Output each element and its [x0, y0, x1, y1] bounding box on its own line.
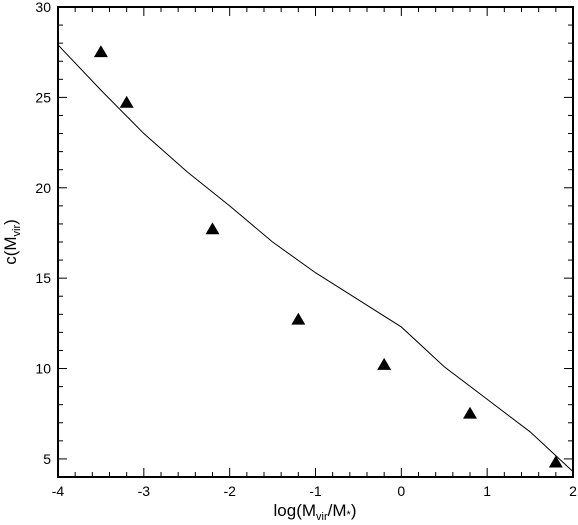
x-tick-label: 0 — [397, 483, 405, 499]
y-axis-label: c(Mvir) — [1, 219, 23, 265]
x-axis-label: log(Mvir/M*) — [274, 501, 357, 523]
x-tick-label: 1 — [483, 483, 491, 499]
y-tick-label: 10 — [35, 361, 51, 377]
x-tick-label: -4 — [52, 483, 65, 499]
data-point-triangle — [119, 95, 134, 108]
data-point-triangle — [377, 357, 392, 370]
data-point-triangle — [291, 312, 306, 325]
y-tick-label: 25 — [35, 89, 51, 105]
x-tick-label: -3 — [138, 483, 151, 499]
data-point-triangle — [205, 222, 220, 235]
x-tick-label: 2 — [569, 483, 577, 499]
axis-ticks — [57, 6, 574, 478]
fit-curve — [57, 44, 574, 472]
data-point-triangle — [463, 406, 477, 419]
y-tick-label: 20 — [35, 180, 51, 196]
y-tick-label: 5 — [43, 451, 51, 467]
data-point-triangle — [548, 455, 563, 468]
data-points-layer — [93, 45, 563, 468]
plot-frame — [57, 6, 574, 478]
x-tick-label: -2 — [223, 483, 236, 499]
data-point-triangle — [93, 45, 108, 58]
fit-curve-layer — [57, 44, 574, 472]
x-tick-label: -1 — [309, 483, 322, 499]
y-tick-label: 30 — [35, 0, 51, 15]
y-tick-label: 15 — [35, 270, 51, 286]
